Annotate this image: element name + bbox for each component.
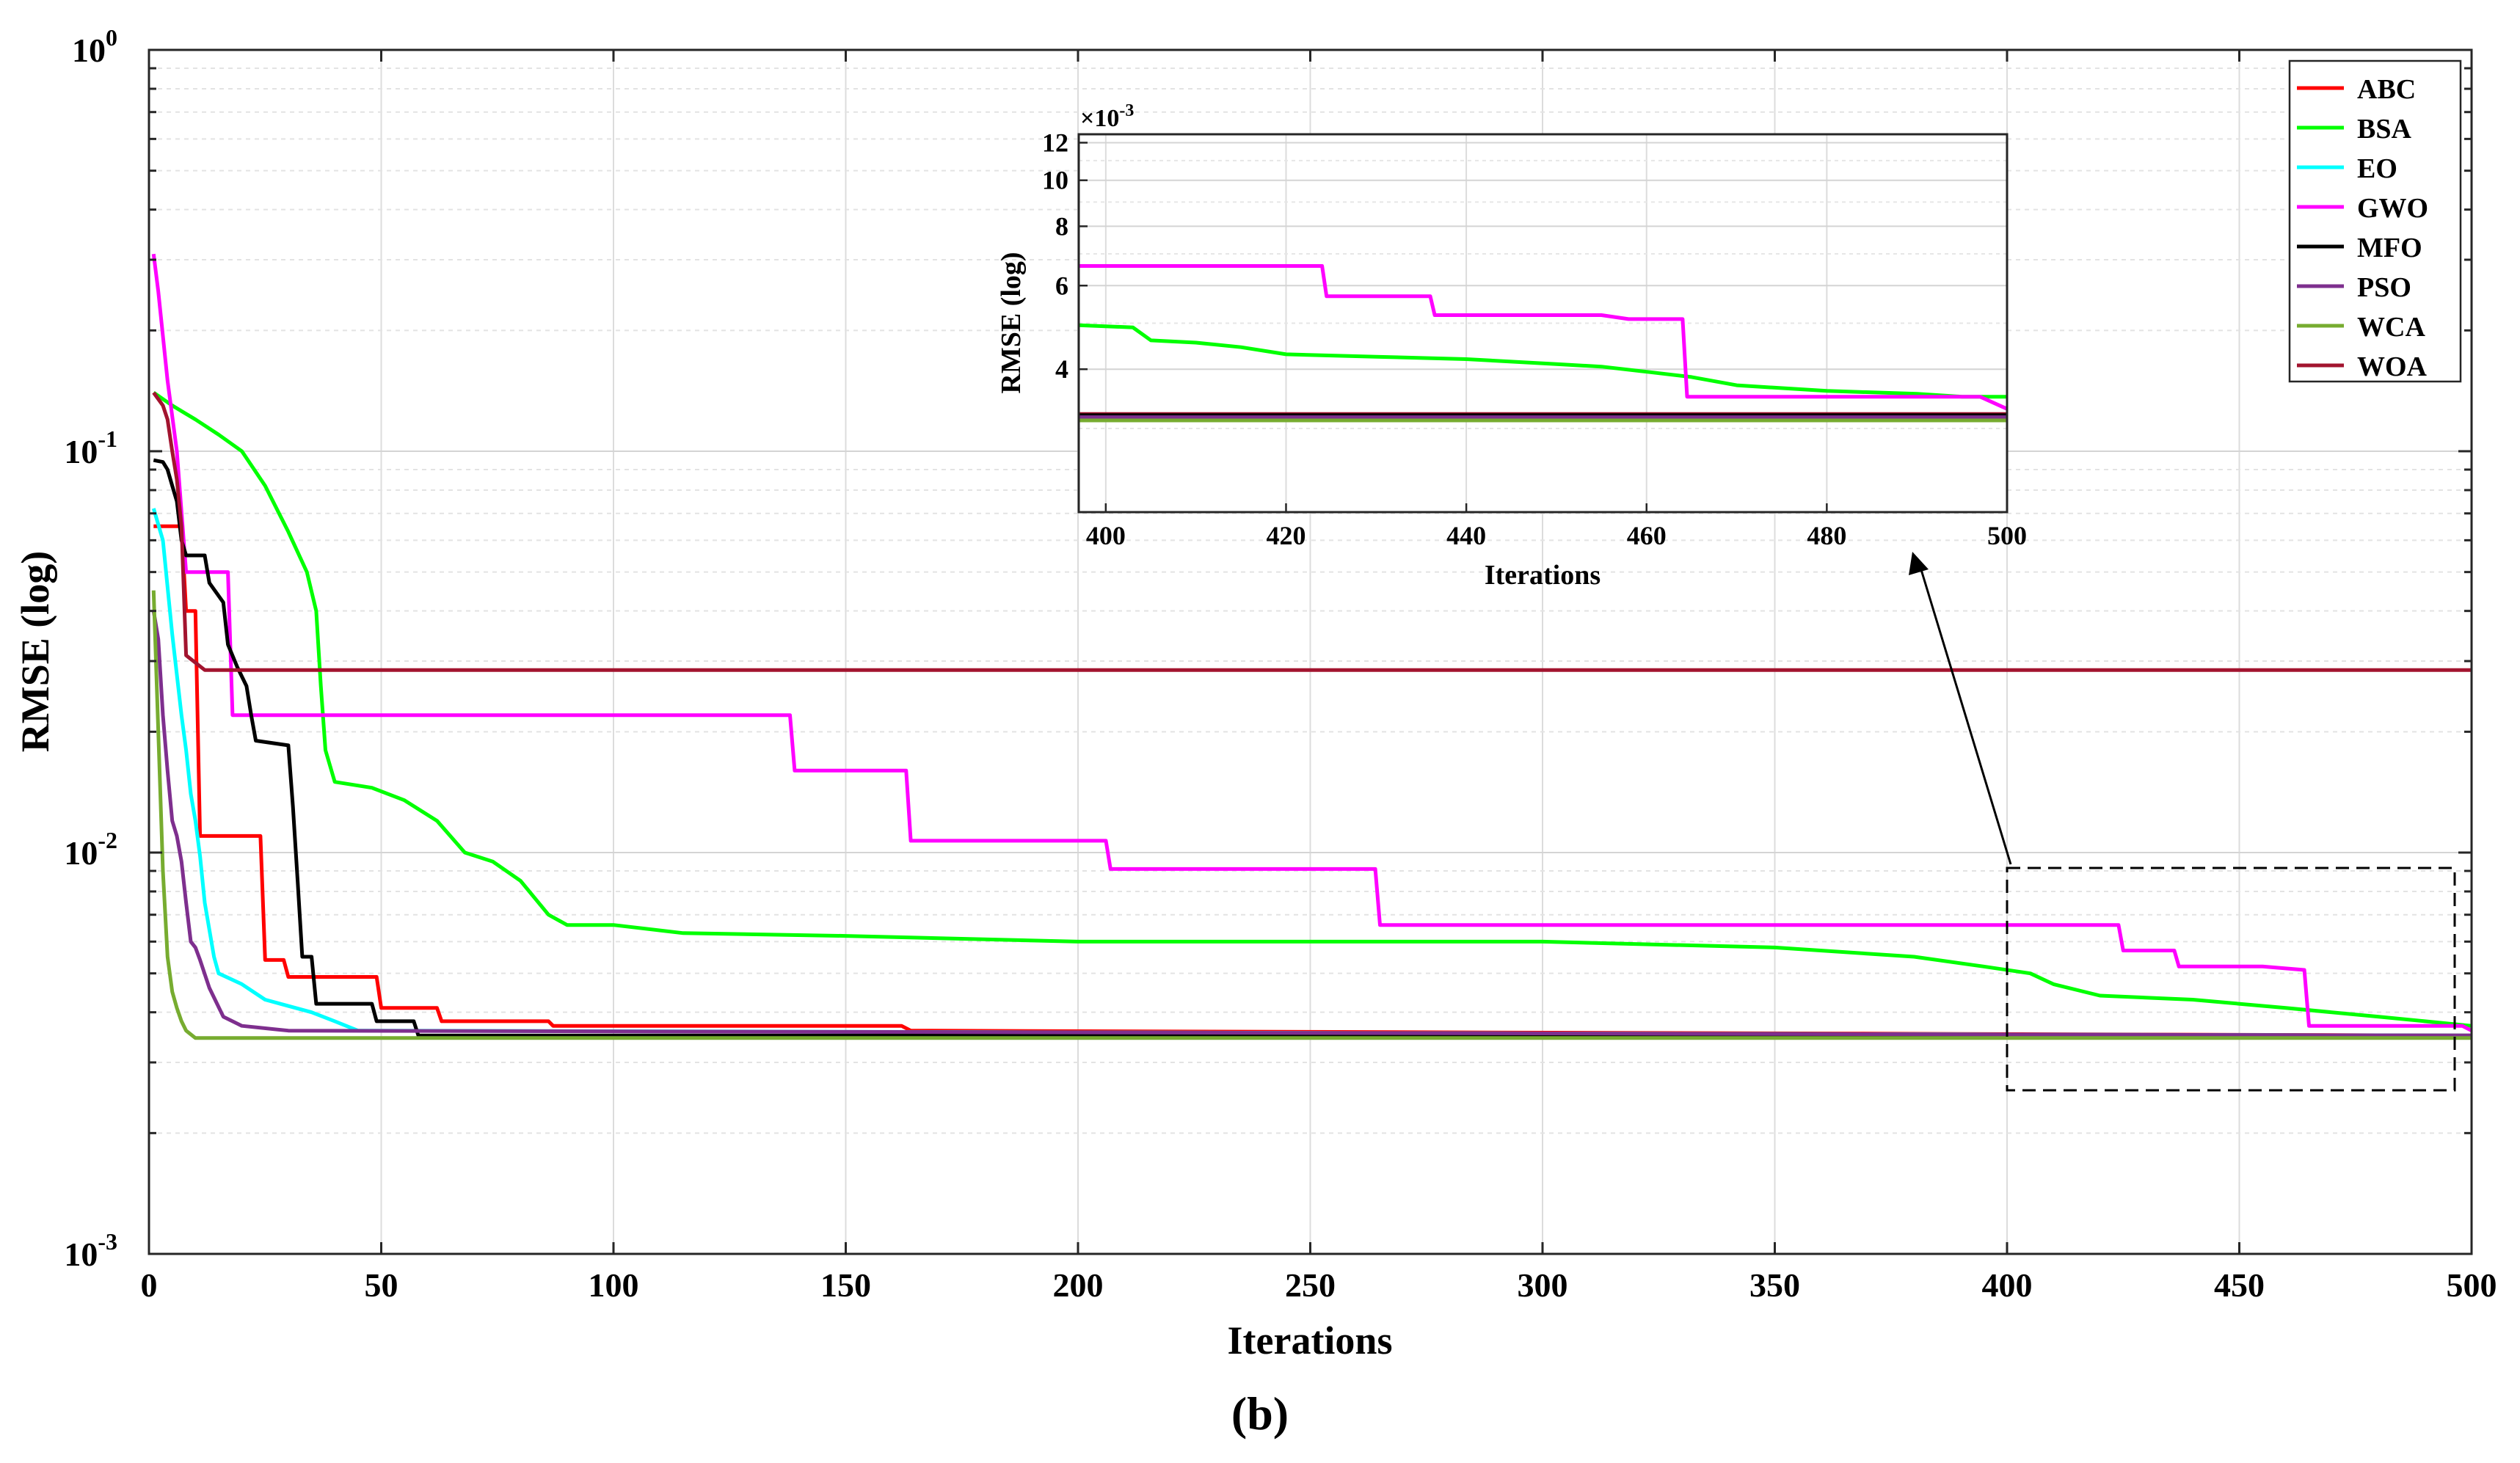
inset-y-multiplier-exp: -3: [1119, 101, 1134, 120]
main-y-tick-label-exp: 0: [106, 24, 117, 51]
main-x-tick-label: 50: [365, 1266, 398, 1304]
inset-x-tick-label: 460: [1627, 521, 1667, 550]
zoom-arrow-head: [1909, 552, 1929, 575]
inset-y-multiplier: ×10-3: [1080, 101, 1134, 132]
legend-label-pso: PSO: [2357, 272, 2411, 303]
main-y-tick-label-base: 10: [64, 1236, 98, 1273]
main-y-axis-label: RMSE (log): [13, 551, 57, 752]
zoom-region-box: [2006, 867, 2456, 1092]
legend-box: [2288, 59, 2462, 383]
inset-y-axis-label: RMSE (log): [996, 252, 1027, 393]
main-series-pso: [151, 610, 2472, 1037]
main-x-tick-label: 250: [1285, 1266, 1336, 1304]
main-y-tick-label-exp: -3: [98, 1228, 117, 1255]
inset-x-tick-label: 420: [1266, 521, 1305, 550]
main-y-tick-label: 10-2: [64, 827, 117, 872]
legend-label-wca: WCA: [2357, 312, 2425, 343]
main-y-tick-label: 100: [72, 24, 117, 69]
main-y-tick-label: 10-1: [64, 426, 117, 470]
inset-y-tick-label: 6: [1055, 271, 1068, 300]
main-series-lines: [151, 253, 2473, 1040]
inset-axes: 400 420 440 460 480 500 4 6 8 10 12 Iterations RM…: [996, 101, 2027, 591]
legend-label-abc: ABC: [2357, 74, 2416, 105]
main-x-tick-label: 350: [1749, 1266, 1800, 1304]
main-x-axis-label: Iterations: [1228, 1318, 1393, 1362]
inset-series-gwo: [1079, 264, 2009, 411]
inset-y-tick-label: 10: [1042, 166, 1068, 195]
main-series-mfo: [153, 458, 2472, 1037]
legend-label-bsa: BSA: [2357, 114, 2411, 145]
legend-label-mfo: MFO: [2357, 233, 2422, 263]
legend-label-gwo: GWO: [2357, 193, 2428, 224]
inset-y-tick-label: 12: [1042, 128, 1068, 157]
inset-x-tick-label: 440: [1446, 521, 1486, 550]
main-series-wca: [151, 590, 2472, 1040]
main-y-tick-label-exp: -1: [98, 426, 117, 452]
inset-x-axis-label: Iterations: [1485, 560, 1601, 591]
figure-caption: (b): [1231, 1387, 1289, 1440]
main-y-tick-label-base: 10: [72, 32, 106, 69]
main-series-bsa: [152, 391, 2472, 1028]
zoom-arrow-line: [1918, 564, 2012, 865]
inset-grid: [1079, 134, 2007, 512]
main-x-tick-label: 400: [1982, 1266, 2033, 1304]
main-x-tick-label: 450: [2214, 1266, 2265, 1304]
main-series-eo: [151, 508, 2472, 1037]
main-x-tick-label: 200: [1053, 1266, 1104, 1304]
inset-axes-box: [1077, 133, 2009, 514]
inset-y-ticks: 4 6 8 10 12: [1042, 128, 1088, 384]
main-series-woa: [152, 391, 2472, 672]
inset-y-multiplier-base: ×10: [1080, 105, 1119, 132]
main-y-tick-label: 10-3: [64, 1228, 117, 1273]
main-x-ticks: 0 50 100 150 200 250 300 350 400 450 500: [141, 50, 2497, 1304]
main-x-tick-label: 0: [141, 1266, 158, 1304]
inset-x-tick-label: 400: [1086, 521, 1126, 550]
inset-y-tick-label: 4: [1055, 354, 1068, 384]
inset-y-tick-label: 8: [1055, 211, 1068, 241]
main-x-tick-label: 500: [2447, 1266, 2497, 1304]
inset-series-bsa: [1078, 323, 2007, 399]
inset-series-lines: [1078, 264, 2009, 423]
main-y-tick-label-base: 10: [64, 834, 98, 872]
main-x-tick-label: 300: [1518, 1266, 1568, 1304]
main-y-tick-label-base: 10: [64, 433, 98, 470]
main-series-abc: [153, 524, 2472, 1037]
inset-x-ticks: 400 420 440 460 480 500: [1086, 503, 2027, 550]
main-x-tick-label: 150: [820, 1266, 871, 1304]
legend: ABC BSA EO GWO MFO PSO WCA WOA: [2288, 59, 2462, 383]
inset-x-tick-label: 480: [1807, 521, 1846, 550]
inset-x-tick-label: 500: [1987, 521, 2027, 550]
main-y-tick-label-exp: -2: [98, 827, 117, 853]
legend-label-woa: WOA: [2357, 351, 2428, 382]
legend-label-eo: EO: [2357, 153, 2397, 184]
main-x-tick-label: 100: [589, 1266, 639, 1304]
legend-items: ABC BSA EO GWO MFO PSO WCA WOA: [2297, 74, 2428, 382]
